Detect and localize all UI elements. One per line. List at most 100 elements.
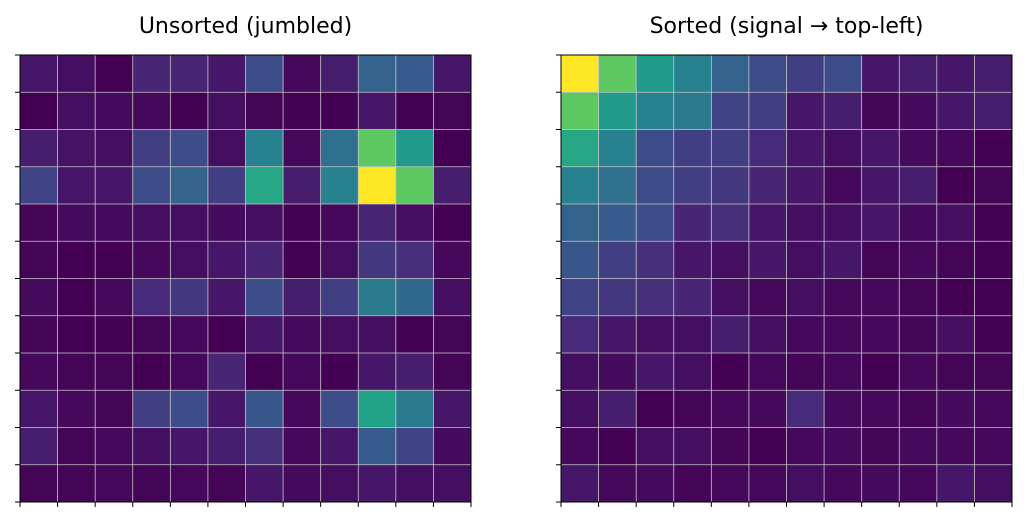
heatmap-cell bbox=[132, 166, 171, 205]
heatmap-cell bbox=[786, 129, 825, 168]
heatmap-cell bbox=[95, 204, 134, 242]
heatmap-cell bbox=[974, 315, 1013, 354]
heatmap-cell bbox=[170, 166, 209, 205]
heatmap-cell bbox=[561, 278, 599, 317]
heatmap-cell bbox=[245, 390, 284, 428]
heatmap-cell bbox=[899, 464, 938, 503]
heatmap-cell bbox=[824, 166, 862, 205]
heatmap-cell bbox=[57, 315, 96, 354]
heatmap-cell bbox=[395, 464, 434, 503]
heatmap-cell bbox=[936, 353, 975, 391]
heatmap-cell bbox=[561, 92, 599, 130]
heatmap-cell bbox=[711, 315, 750, 354]
heatmap-cell bbox=[20, 278, 58, 317]
heatmap-cell bbox=[748, 204, 787, 242]
heatmap-cell bbox=[974, 166, 1013, 205]
heatmap-cell bbox=[283, 353, 321, 391]
heatmap-cell bbox=[57, 129, 96, 168]
heatmap-cell bbox=[57, 204, 96, 242]
heatmap-cell bbox=[395, 204, 434, 242]
heatmap-cell bbox=[20, 166, 58, 205]
heatmap-cell bbox=[673, 278, 712, 317]
heatmap-cell bbox=[170, 427, 209, 466]
heatmap-cell bbox=[974, 204, 1013, 242]
heatmap-cell bbox=[974, 353, 1013, 391]
heatmap-cell bbox=[936, 55, 975, 93]
heatmap-cell bbox=[245, 353, 284, 391]
heatmap-cell bbox=[207, 353, 246, 391]
heatmap-cell bbox=[170, 278, 209, 317]
heatmap-cell bbox=[57, 55, 96, 93]
heatmap-cell bbox=[132, 390, 171, 428]
heatmap-cell bbox=[95, 278, 134, 317]
heatmap-cell bbox=[358, 427, 397, 466]
heatmap-cell bbox=[320, 55, 359, 93]
heatmap-cell bbox=[395, 278, 434, 317]
heatmap-cell bbox=[207, 241, 246, 279]
heatmap-cell bbox=[786, 390, 825, 428]
heatmap-cell bbox=[598, 92, 637, 130]
heatmap-cell bbox=[170, 464, 209, 503]
heatmap-cell bbox=[824, 278, 862, 317]
heatmap-cell bbox=[598, 278, 637, 317]
heatmap-cell bbox=[786, 353, 825, 391]
heatmap-cell bbox=[320, 92, 359, 130]
heatmap-cell bbox=[598, 427, 637, 466]
heatmap-cell bbox=[673, 55, 712, 93]
heatmap-cell bbox=[861, 353, 900, 391]
heatmap-cell bbox=[433, 166, 472, 205]
heatmap-cell bbox=[974, 427, 1013, 466]
heatmap-cell bbox=[861, 315, 900, 354]
heatmap-cell bbox=[711, 166, 750, 205]
heatmap-cell bbox=[673, 353, 712, 391]
heatmap-cell bbox=[132, 278, 171, 317]
heatmap-cell bbox=[57, 464, 96, 503]
heatmap-cell bbox=[598, 353, 637, 391]
heatmap-cell bbox=[711, 55, 750, 93]
chart-title: Unsorted (jumbled) bbox=[139, 14, 352, 39]
heatmap-cell bbox=[936, 427, 975, 466]
heatmap-cell bbox=[561, 166, 599, 205]
heatmap-cell bbox=[132, 55, 171, 93]
heatmap-cell bbox=[95, 129, 134, 168]
heatmap-cell bbox=[170, 55, 209, 93]
heatmap-cell bbox=[786, 427, 825, 466]
heatmap-cell bbox=[899, 204, 938, 242]
heatmap-cell bbox=[395, 353, 434, 391]
heatmap-cell bbox=[824, 129, 862, 168]
heatmap-cell bbox=[358, 278, 397, 317]
heatmap-cell bbox=[936, 464, 975, 503]
heatmap-cell bbox=[561, 427, 599, 466]
heatmap-cell bbox=[245, 241, 284, 279]
heatmap-cell bbox=[711, 92, 750, 130]
heatmap-cell bbox=[207, 427, 246, 466]
heatmap-cell bbox=[598, 55, 637, 93]
heatmap-cell bbox=[207, 278, 246, 317]
heatmap-cell bbox=[636, 390, 675, 428]
heatmap-cell bbox=[598, 241, 637, 279]
heatmap-cell bbox=[636, 353, 675, 391]
heatmap-cell bbox=[748, 315, 787, 354]
heatmap-cell bbox=[824, 427, 862, 466]
heatmap-cell bbox=[358, 55, 397, 93]
heatmap-cell bbox=[170, 315, 209, 354]
heatmap-cell bbox=[245, 166, 284, 205]
heatmap-cell bbox=[170, 390, 209, 428]
heatmap-cell bbox=[320, 204, 359, 242]
heatmap-cell bbox=[748, 427, 787, 466]
heatmap-cell bbox=[861, 204, 900, 242]
heatmap-cell bbox=[358, 353, 397, 391]
heatmap-cell bbox=[861, 390, 900, 428]
heatmap-cell bbox=[748, 55, 787, 93]
heatmap-cell bbox=[170, 353, 209, 391]
heatmap-cell bbox=[861, 92, 900, 130]
heatmap-cell bbox=[748, 92, 787, 130]
heatmap-cell bbox=[358, 464, 397, 503]
heatmap-cell bbox=[636, 315, 675, 354]
heatmap-cell bbox=[824, 204, 862, 242]
heatmap-cell bbox=[899, 55, 938, 93]
heatmap-cell bbox=[861, 129, 900, 168]
heatmap-cell bbox=[132, 315, 171, 354]
heatmap-cell bbox=[711, 129, 750, 168]
heatmap-cell bbox=[283, 204, 321, 242]
